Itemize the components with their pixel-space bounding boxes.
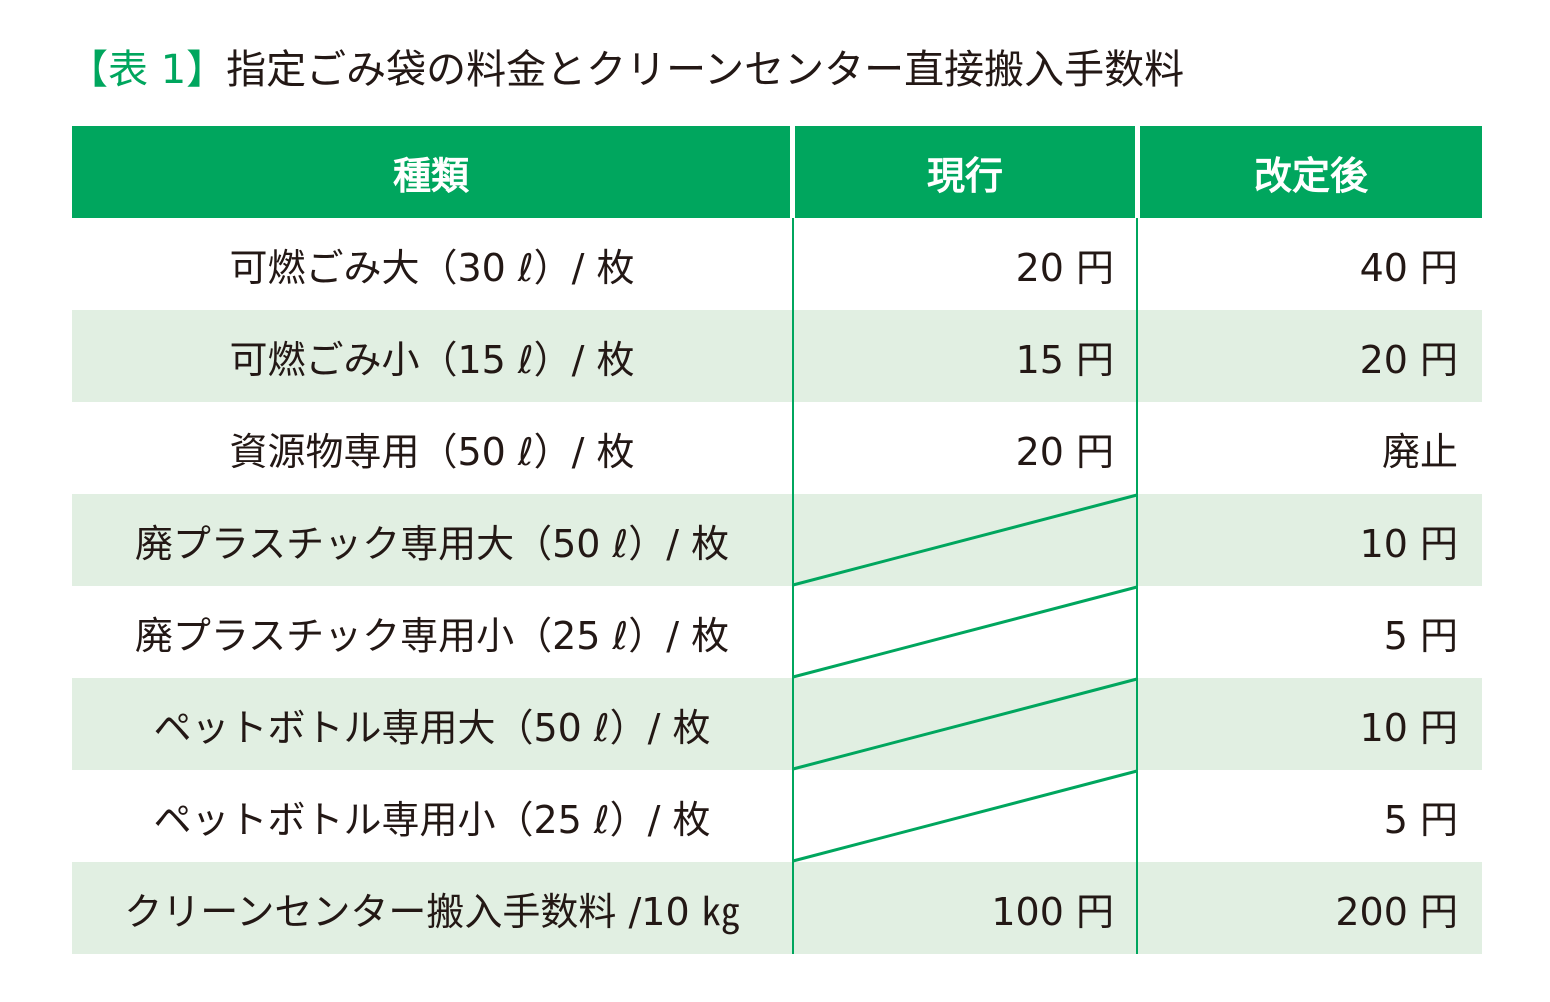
table-row: クリーンセンター搬入手数料 /10 ㎏ 100 円 200 円 — [72, 862, 1482, 954]
row-revised-fee: 200 円 — [1335, 889, 1458, 934]
row-type: ペットボトル専用小（25 ℓ）/ 枚 — [153, 797, 711, 842]
row-revised-fee: 5 円 — [1383, 613, 1458, 658]
row-type: 可燃ごみ大（30 ℓ）/ 枚 — [229, 245, 635, 290]
row-current-fee: 15 円 — [1015, 337, 1114, 382]
table-title-text: 指定ごみ袋の料金とクリーンセンター直接搬入手数料 — [226, 47, 1185, 93]
header-type: 種類 — [72, 126, 790, 218]
table-number-tag: 【表 1】 — [68, 47, 227, 93]
row-revised-fee: 10 円 — [1359, 521, 1458, 566]
row-current-fee: 20 円 — [1015, 429, 1114, 474]
row-revised-fee: 5 円 — [1383, 797, 1458, 842]
row-type: 廃プラスチック専用小（25 ℓ）/ 枚 — [134, 613, 730, 658]
header-revised: 改定後 — [1140, 126, 1482, 218]
table-row: 資源物専用（50 ℓ）/ 枚 20 円 廃止 — [72, 402, 1482, 494]
row-current-fee — [794, 770, 1114, 862]
row-type: 資源物専用（50 ℓ）/ 枚 — [229, 429, 635, 474]
row-revised-fee: 10 円 — [1359, 705, 1458, 750]
row-current-fee — [794, 586, 1114, 678]
row-revised-fee: 40 円 — [1359, 245, 1458, 290]
table-row: 可燃ごみ大（30 ℓ）/ 枚 20 円 40 円 — [72, 218, 1482, 310]
column-divider — [1136, 218, 1138, 954]
table-row: ペットボトル専用小（25 ℓ）/ 枚 5 円 — [72, 770, 1482, 862]
table-title: 【表 1】指定ごみ袋の料金とクリーンセンター直接搬入手数料 — [68, 40, 1184, 100]
table-row: 可燃ごみ小（15 ℓ）/ 枚 15 円 20 円 — [72, 310, 1482, 402]
header-current: 現行 — [795, 126, 1135, 218]
row-current-fee — [794, 678, 1114, 770]
table-row: ペットボトル専用大（50 ℓ）/ 枚 10 円 — [72, 678, 1482, 770]
table-row: 廃プラスチック専用小（25 ℓ）/ 枚 5 円 — [72, 586, 1482, 678]
row-current-fee — [794, 494, 1114, 586]
row-type: 廃プラスチック専用大（50 ℓ）/ 枚 — [134, 521, 730, 566]
row-type: ペットボトル専用大（50 ℓ）/ 枚 — [153, 705, 711, 750]
table-row: 廃プラスチック専用大（50 ℓ）/ 枚 10 円 — [72, 494, 1482, 586]
row-revised-fee: 20 円 — [1359, 337, 1458, 382]
column-divider — [792, 218, 794, 954]
row-type: クリーンセンター搬入手数料 /10 ㎏ — [124, 889, 740, 934]
row-revised-fee: 廃止 — [1381, 429, 1458, 474]
row-current-fee: 20 円 — [1015, 245, 1114, 290]
row-current-fee: 100 円 — [991, 889, 1114, 934]
row-type: 可燃ごみ小（15 ℓ）/ 枚 — [229, 337, 635, 382]
